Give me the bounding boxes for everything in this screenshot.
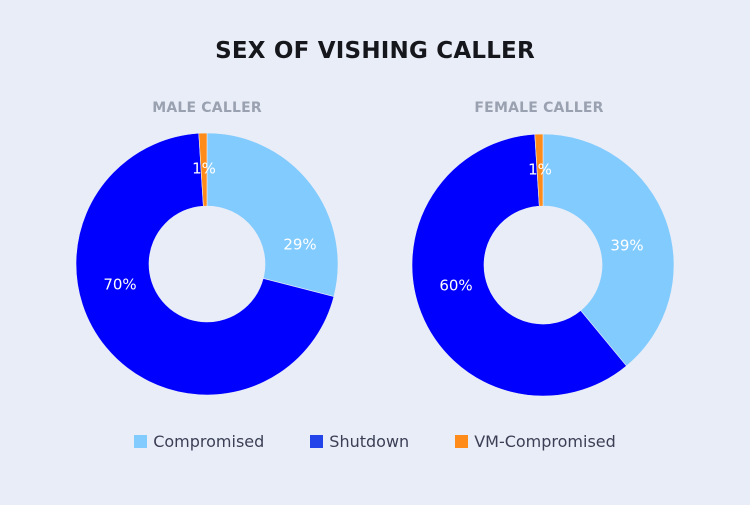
legend-label: Compromised (153, 432, 265, 451)
donut-slice-vm-compromised[interactable] (198, 132, 208, 207)
shutdown-swatch-icon (310, 435, 324, 448)
female-caller-donut: 39% 60% 1% (411, 133, 675, 397)
legend-item-shutdown[interactable]: Shutdown (310, 432, 409, 451)
legend-item-compromised[interactable]: Compromised (134, 432, 264, 451)
slice-label-compromised: 29% (283, 236, 316, 254)
donut-slice-shutdown[interactable] (75, 132, 335, 396)
slice-label-compromised: 39% (610, 237, 643, 255)
donut-slice-vm-compromised[interactable] (534, 133, 544, 207)
vm-compromised-swatch-icon (455, 435, 469, 448)
female-caller-subtitle: FEMALE CALLER (474, 100, 604, 116)
legend-label: VM-Compromised (474, 432, 616, 451)
compromised-swatch-icon (134, 435, 148, 448)
male-caller-donut: 29% 70% 1% (75, 132, 339, 396)
slice-label-vm-compromised: 1% (192, 160, 216, 178)
donut-slice-shutdown[interactable] (411, 133, 627, 397)
slice-label-shutdown: 70% (103, 276, 136, 294)
legend-item-vm-compromised[interactable]: VM-Compromised (455, 432, 616, 451)
male-caller-subtitle: MALE CALLER (152, 100, 262, 116)
legend-label: Shutdown (329, 432, 410, 451)
chart-title: SEX OF VISHING CALLER (215, 38, 535, 64)
slice-label-shutdown: 60% (439, 277, 472, 295)
legend: Compromised Shutdown VM-Compromised (0, 432, 750, 451)
donut-slice-compromised[interactable] (206, 132, 339, 297)
donut-slice-compromised[interactable] (542, 133, 675, 367)
slice-label-vm-compromised: 1% (528, 161, 552, 179)
